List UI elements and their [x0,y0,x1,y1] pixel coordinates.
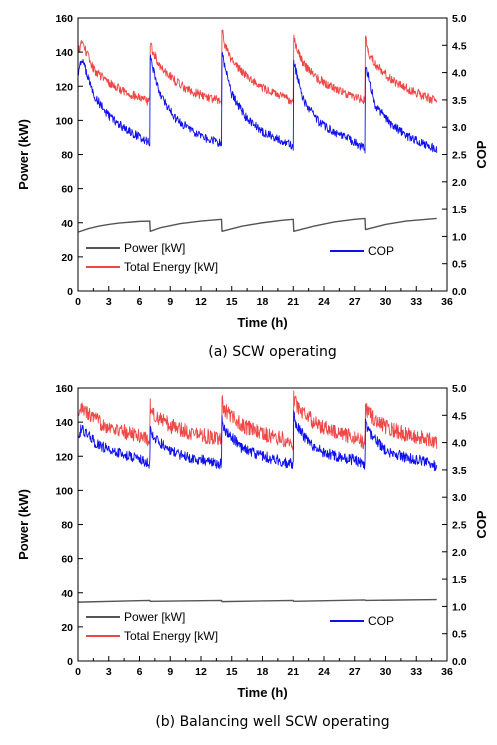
x-axis-title: Time (h) [237,315,287,330]
y2-tick-label: 4.5 [452,410,467,422]
y-tick-label: 140 [55,47,73,59]
y-tick-label: 80 [61,150,73,162]
y2-tick-label: 1.0 [452,601,467,613]
y-tick-label: 100 [55,485,73,497]
y-tick-label: 60 [61,554,73,566]
y2-tick-label: 1.0 [452,231,467,243]
y2-tick-label: 1.5 [452,574,467,586]
series-line-total-energy-kw [77,390,438,451]
y-tick-label: 0 [67,656,73,668]
x-tick-label: 0 [75,666,81,678]
x-tick-label: 6 [137,296,143,308]
chart-caption: (a) SCW operating [208,344,336,360]
y2-tick-label: 2.0 [452,177,467,189]
x-tick-label: 24 [318,666,330,678]
x-tick-label: 3 [106,296,112,308]
y2-axis-title: COP [474,140,489,169]
y2-tick-label: 3.5 [452,465,467,477]
legend-label-total-energy: Total Energy [kW] [124,260,218,274]
x-tick-label: 0 [75,296,81,308]
x-tick-label: 12 [195,666,207,678]
y2-tick-label: 5.0 [452,13,467,25]
y2-tick-label: 0.5 [452,259,467,271]
chart-panel-b: 0 3 6 9 12 15 18 21 24 27 30 33 36020406080100120140… [16,383,489,730]
legend-label-cop: COP [368,614,394,628]
x-tick-label: 9 [167,296,173,308]
legend-label-power: Power [kW] [124,610,185,624]
x-tick-label: 27 [349,296,361,308]
x-tick-label: 33 [410,296,422,308]
y-tick-label: 0 [67,286,73,298]
y2-tick-label: 4.0 [452,438,467,450]
y2-tick-label: 5.0 [452,383,467,395]
x-tick-label: 3 [106,666,112,678]
x-tick-label: 33 [410,666,422,678]
x-tick-label: 21 [287,296,299,308]
legend-label-power: Power [kW] [124,241,185,255]
y-tick-label: 60 [61,184,73,196]
y2-tick-label: 0.0 [452,656,467,668]
y-tick-label: 140 [55,417,73,429]
x-tick-label: 30 [380,666,392,678]
y-tick-label: 20 [61,252,73,264]
x-tick-label: 15 [226,296,238,308]
ticks-layer: 0 3 6 9 12 15 18 21 24 27 30 33 36020406080100120140… [55,383,466,678]
series-line-total-energy-kw [77,29,438,106]
x-axis-title: Time (h) [237,685,287,700]
series-line-cop [77,410,438,472]
x-tick-label: 24 [318,296,330,308]
y2-tick-label: 3.0 [452,122,467,134]
legend-label-cop: COP [368,244,394,258]
x-tick-label: 21 [287,666,299,678]
y-tick-label: 20 [61,622,73,634]
x-tick-label: 18 [257,666,269,678]
y-tick-label: 80 [61,520,73,532]
series-line-power-kw [77,217,437,233]
x-tick-label: 36 [441,666,453,678]
x-tick-label: 27 [349,666,361,678]
y2-tick-label: 2.5 [452,150,467,162]
y-tick-label: 100 [55,115,73,127]
y2-tick-label: 2.0 [452,547,467,559]
y2-tick-label: 3.0 [452,492,467,504]
chart-caption: (b) Balancing well SCW operating [155,714,389,730]
x-tick-label: 9 [167,666,173,678]
x-tick-label: 36 [441,296,453,308]
y-tick-label: 40 [61,588,73,600]
y2-tick-label: 4.5 [452,40,467,52]
y2-tick-label: 2.5 [452,520,467,532]
legend: Power [kW] Total Energy [kW] COP [86,610,394,643]
x-tick-label: 6 [137,666,143,678]
y-tick-label: 40 [61,218,73,230]
y2-tick-label: 1.5 [452,204,467,216]
y-tick-label: 120 [55,81,73,93]
x-tick-label: 12 [195,296,207,308]
ticks-layer: 0 3 6 9 12 15 18 21 24 27 30 33 36020406080100120140… [55,13,466,308]
y2-tick-label: 3.5 [452,95,467,107]
y2-tick-label: 4.0 [452,68,467,80]
chart-panel-a: 0 3 6 9 12 15 18 21 24 27 30 33 36020406080100120140… [16,13,489,360]
series-line-cop [77,51,438,154]
y2-tick-label: 0.5 [452,629,467,641]
series-layer [77,390,438,603]
y2-tick-label: 0.0 [452,286,467,298]
series-line-power-kw [77,598,437,603]
x-tick-label: 15 [226,666,238,678]
x-tick-label: 30 [380,296,392,308]
y-tick-label: 120 [55,451,73,463]
legend-label-total-energy: Total Energy [kW] [124,629,218,643]
y2-axis-title: COP [474,510,489,539]
y-tick-label: 160 [55,13,73,25]
x-tick-label: 18 [257,296,269,308]
legend: Power [kW] Total Energy [kW] COP [86,241,394,274]
y-tick-label: 160 [55,383,73,395]
series-layer [77,29,438,233]
y-axis-title: Power (kW) [16,489,31,560]
y-axis-title: Power (kW) [16,119,31,190]
